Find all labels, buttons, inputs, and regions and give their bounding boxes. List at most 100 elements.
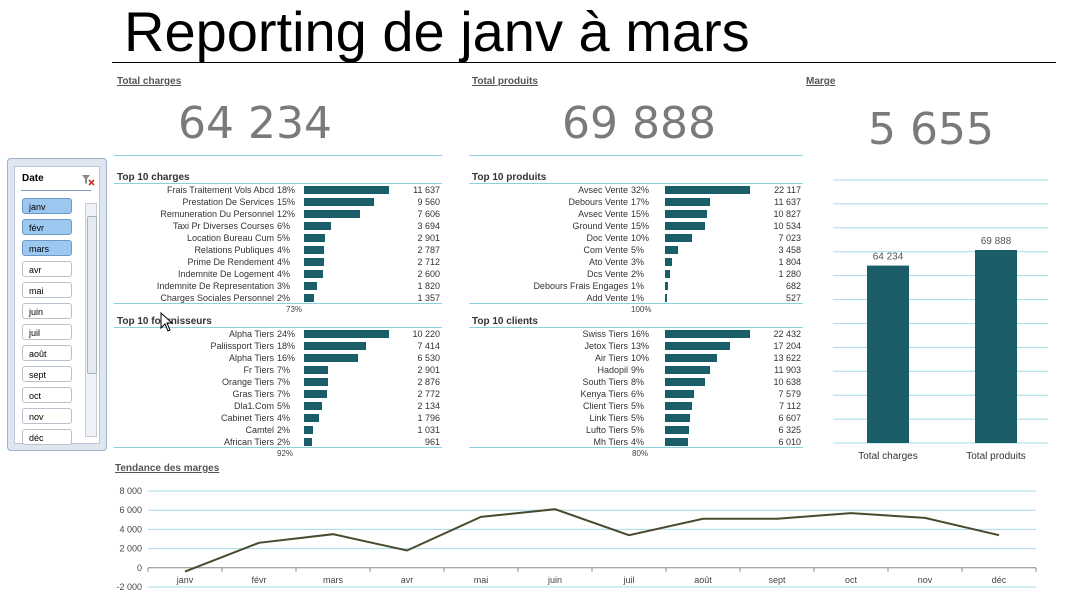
row-value: 22 117 <box>774 185 801 195</box>
row-bar <box>665 438 688 446</box>
mouse-cursor-icon <box>160 312 174 332</box>
row-bar <box>304 222 331 230</box>
row-bar <box>304 414 319 422</box>
slicer-item-juin[interactable]: juin <box>22 303 72 319</box>
top-fournisseurs-row: African Tiers 2% 961 <box>114 436 442 448</box>
row-label: Charges Sociales Personnel <box>160 293 274 303</box>
top-produits-row: Debours Vente 17% 11 637 <box>469 196 803 208</box>
slicer-item-févr[interactable]: févr <box>22 219 72 235</box>
row-label: Remuneration Du Personnel <box>160 209 274 219</box>
row-percent: 5% <box>631 401 645 411</box>
row-label: Dla1.Com <box>233 401 274 411</box>
row-bar <box>304 234 325 242</box>
row-bar <box>665 354 717 362</box>
row-percent: 13% <box>631 341 650 351</box>
row-value: 11 637 <box>413 185 440 195</box>
row-bar <box>665 186 750 194</box>
row-percent: 5% <box>277 401 291 411</box>
top-produits-row: Avsec Vente 32% 22 117 <box>469 184 803 196</box>
kpi-charges-value: 64 234 <box>178 98 332 149</box>
row-bar <box>665 198 710 206</box>
slicer-item-mars[interactable]: mars <box>22 240 72 256</box>
x-tick-label: déc <box>992 575 1007 585</box>
row-value: 17 204 <box>773 341 801 351</box>
bar-data-label: 64 234 <box>873 252 904 263</box>
row-label: Alpha Tiers <box>228 329 274 339</box>
slicer-item-juil[interactable]: juil <box>22 324 72 340</box>
row-label: Prime De Rendement <box>187 257 274 267</box>
slicer-item-déc[interactable]: déc <box>22 429 72 445</box>
top-clients-row: Hadopil 9% 11 903 <box>469 364 803 376</box>
x-tick-label: août <box>694 575 712 585</box>
row-label: Dcs Vente <box>586 269 628 279</box>
top-clients-row: Jetox Tiers 13% 17 204 <box>469 340 803 352</box>
row-label: Client Tiers <box>582 401 628 411</box>
page-title: Reporting de janv à mars <box>124 0 750 63</box>
x-tick-label: nov <box>918 575 933 585</box>
row-value: 22 432 <box>773 329 801 339</box>
row-bar <box>304 402 322 410</box>
row-percent: 7% <box>277 389 291 399</box>
row-value: 10 220 <box>412 329 440 339</box>
row-value: 527 <box>785 293 801 303</box>
row-percent: 15% <box>631 209 650 219</box>
row-percent: 4% <box>277 245 291 255</box>
row-label: Kenya Tiers <box>580 389 628 399</box>
row-bar <box>304 258 324 266</box>
margin-trend-line <box>184 508 1000 573</box>
date-slicer[interactable]: Date janv févr mars avr mai juin juil août sept o… <box>7 158 107 451</box>
slicer-scrollbar[interactable] <box>85 203 97 437</box>
row-label: Lufto Tiers <box>585 425 628 435</box>
row-bar <box>665 378 705 386</box>
top-clients-total-pct: 80% <box>632 449 649 458</box>
slicer-item-oct[interactable]: oct <box>22 387 72 403</box>
row-bar <box>665 366 710 374</box>
row-percent: 18% <box>277 185 296 195</box>
top-produits-row: Avsec Vente 15% 10 827 <box>469 208 803 220</box>
row-value: 1 280 <box>778 269 801 279</box>
row-label: Paliissport Tiers <box>210 341 274 351</box>
row-value: 10 638 <box>773 377 801 387</box>
row-value: 11 903 <box>774 365 801 375</box>
row-percent: 4% <box>277 257 291 267</box>
row-value: 2 787 <box>417 245 440 255</box>
top-charges-row: Taxi Pr Diverses Courses 6% 3 694 <box>114 220 442 232</box>
row-label: Avsec Vente <box>578 209 628 219</box>
row-percent: 18% <box>277 341 296 351</box>
top-produits-row: Add Vente 1% 527 <box>469 292 803 304</box>
top-charges-row: Prestation De Services 15% 9 560 <box>114 196 442 208</box>
top-fournisseurs-row: Gras Tiers 7% 2 772 <box>114 388 442 400</box>
top-produits-row: Debours Frais Engages 1% 682 <box>469 280 803 292</box>
slicer-item-août[interactable]: août <box>22 345 72 361</box>
top-charges-top-rule <box>114 183 442 184</box>
row-percent: 3% <box>277 281 291 291</box>
row-label: Taxi Pr Diverses Courses <box>172 221 274 231</box>
top-clients-row: Client Tiers 5% 7 112 <box>469 400 803 412</box>
row-percent: 4% <box>277 413 291 423</box>
kpi-produits-rule <box>469 155 803 156</box>
top-produits-row: Com Vente 5% 3 458 <box>469 244 803 256</box>
top-charges-row: Remuneration Du Personnel 12% 7 606 <box>114 208 442 220</box>
slicer-item-janv[interactable]: janv <box>22 198 72 214</box>
slicer-item-nov[interactable]: nov <box>22 408 72 424</box>
row-value: 6 607 <box>778 413 801 423</box>
slicer-item-avr[interactable]: avr <box>22 261 72 277</box>
scrollbar-thumb[interactable] <box>87 216 97 374</box>
slicer-item-sept[interactable]: sept <box>22 366 72 382</box>
clear-filter-icon[interactable] <box>81 173 95 187</box>
row-percent: 32% <box>631 185 650 195</box>
row-bar <box>665 282 668 290</box>
row-bar <box>304 210 360 218</box>
row-label: Ground Vente <box>572 221 628 231</box>
row-bar <box>304 186 389 194</box>
row-bar <box>304 378 328 386</box>
row-label: Orange Tiers <box>221 377 274 387</box>
bar-total-charges <box>867 265 909 443</box>
top-clients-row: Swiss Tiers 16% 22 432 <box>469 328 803 340</box>
row-bar <box>304 198 374 206</box>
x-tick-label: sept <box>768 575 786 585</box>
row-value: 7 112 <box>779 401 801 411</box>
slicer-item-mai[interactable]: mai <box>22 282 72 298</box>
